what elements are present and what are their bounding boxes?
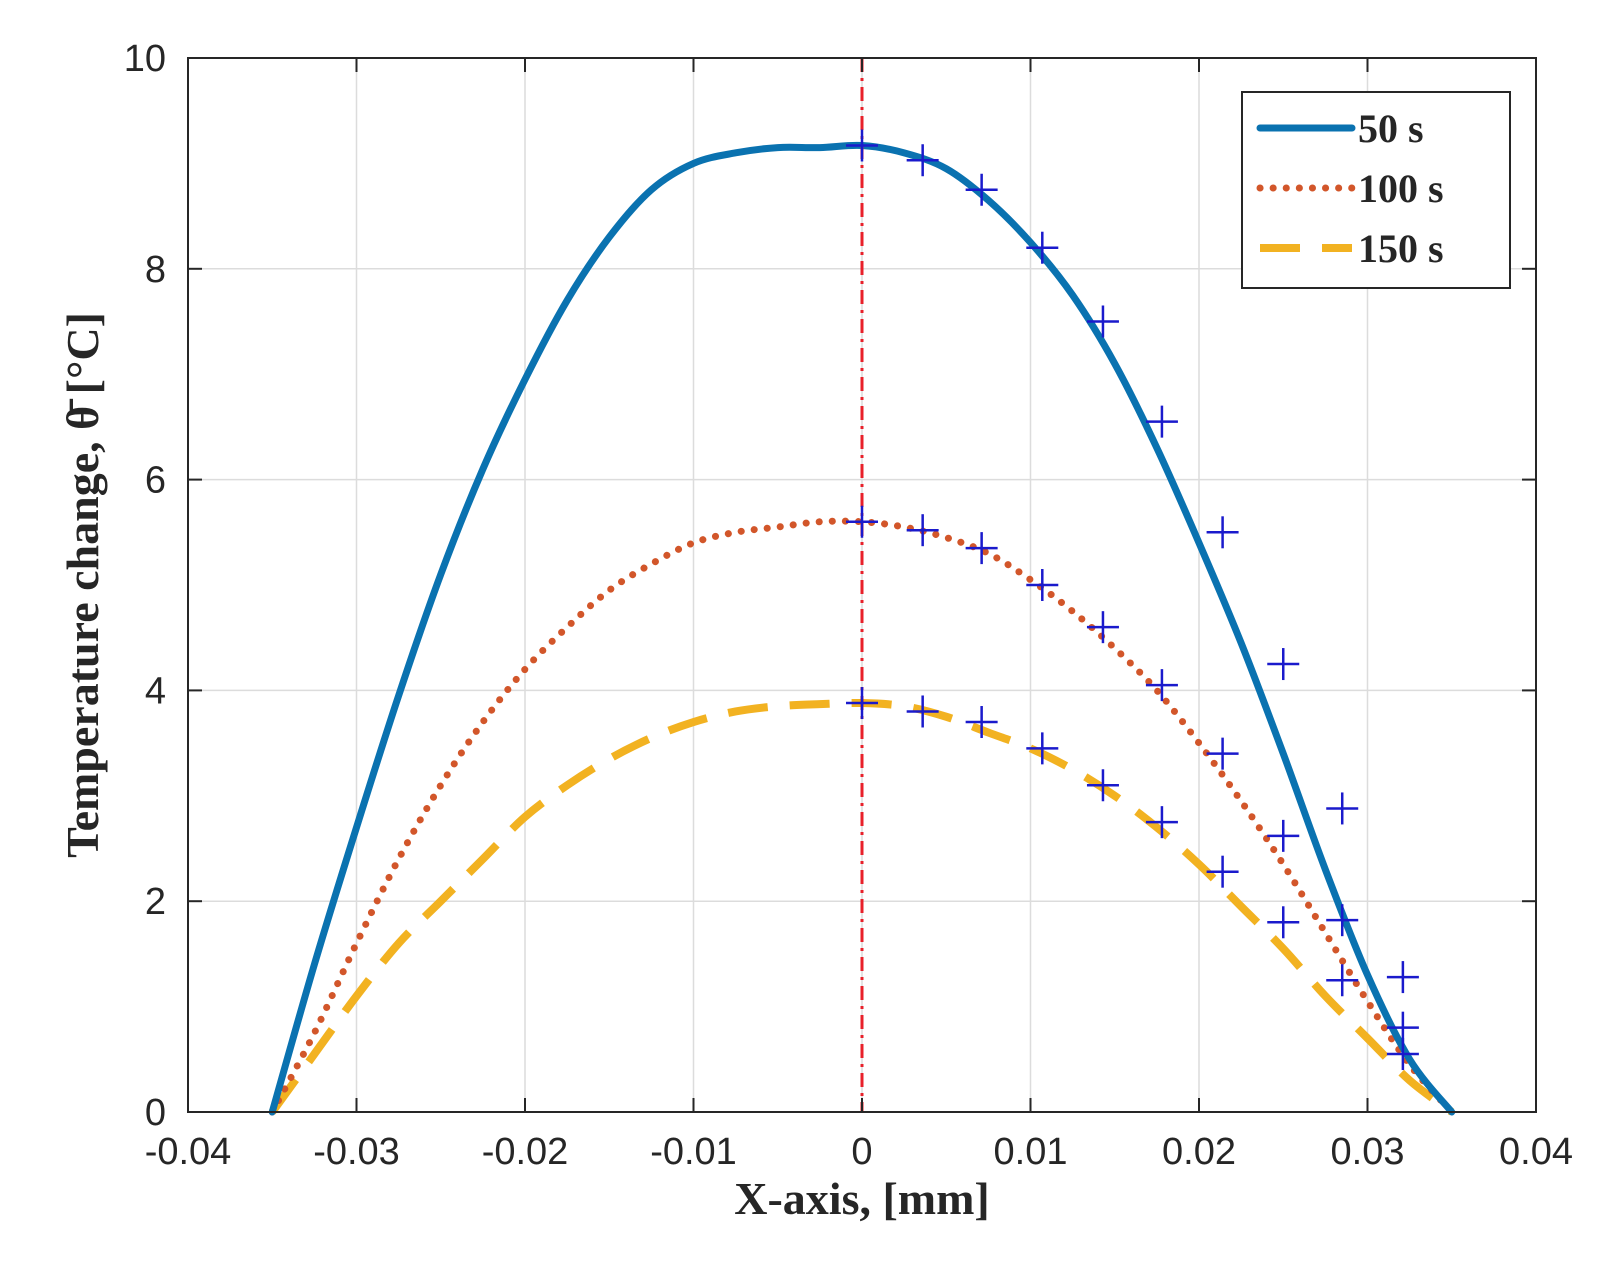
plus-marker	[1026, 231, 1059, 264]
x-tick-label: 0.03	[1331, 1131, 1405, 1173]
plus-marker	[1026, 732, 1059, 765]
plus-marker	[906, 144, 939, 177]
plus-marker	[1206, 855, 1239, 888]
marker-layer	[846, 129, 1419, 1071]
plus-marker	[965, 532, 998, 565]
legend-label: 50 s	[1358, 106, 1424, 151]
x-axis-label: X-axis, [mm]	[734, 1173, 990, 1224]
plus-marker	[846, 505, 878, 538]
legend: 50 s 100 s 150 s	[1241, 91, 1511, 289]
plus-marker	[846, 687, 878, 720]
plus-marker	[1086, 611, 1119, 644]
plus-marker	[1326, 904, 1359, 937]
x-tick-label: -0.03	[313, 1131, 400, 1173]
x-tick-label: -0.01	[650, 1131, 737, 1173]
plus-marker	[1145, 405, 1178, 438]
x-tick-label: -0.02	[482, 1131, 569, 1173]
y-tick-label: 8	[145, 249, 166, 291]
x-tick-label: 0.04	[1499, 1131, 1573, 1173]
plus-marker	[906, 514, 939, 547]
plus-marker	[1267, 906, 1300, 939]
plus-marker	[906, 695, 939, 728]
x-tick-label: 0.02	[1162, 1131, 1236, 1173]
plus-marker	[1145, 806, 1178, 839]
y-tick-label: 0	[145, 1092, 166, 1134]
y-tick-label: 2	[145, 881, 166, 923]
plus-marker	[1086, 769, 1119, 802]
y-tick-label: 10	[124, 38, 166, 80]
x-tick-label: 0	[851, 1131, 872, 1173]
plus-marker	[1206, 737, 1239, 770]
plus-marker	[846, 129, 878, 162]
plus-marker	[965, 706, 998, 739]
plus-marker	[1267, 819, 1300, 852]
tick-layer: -0.04 -0.03 -0.02 -0.01 0 0.01 0.02 0.03 0.04 0 2 4…	[124, 38, 1573, 1173]
legend-label: 100 s	[1358, 166, 1444, 211]
plus-marker	[1267, 648, 1300, 681]
plus-marker	[1145, 669, 1178, 702]
x-tick-label: -0.04	[145, 1131, 232, 1173]
y-axis-label: Temperature change, θ̄ [°C]	[57, 312, 108, 858]
legend-label: 150 s	[1358, 226, 1444, 271]
plus-marker	[1086, 305, 1119, 338]
plus-marker	[1386, 1038, 1419, 1071]
plus-marker	[1206, 516, 1239, 549]
plus-marker	[965, 173, 998, 206]
plus-marker	[1326, 792, 1359, 825]
x-tick-label: 0.01	[994, 1131, 1068, 1173]
y-tick-label: 4	[145, 670, 166, 712]
y-tick-label: 6	[145, 460, 166, 502]
plus-marker	[1326, 964, 1359, 997]
plus-marker	[1386, 961, 1419, 994]
plus-marker	[1026, 569, 1059, 601]
